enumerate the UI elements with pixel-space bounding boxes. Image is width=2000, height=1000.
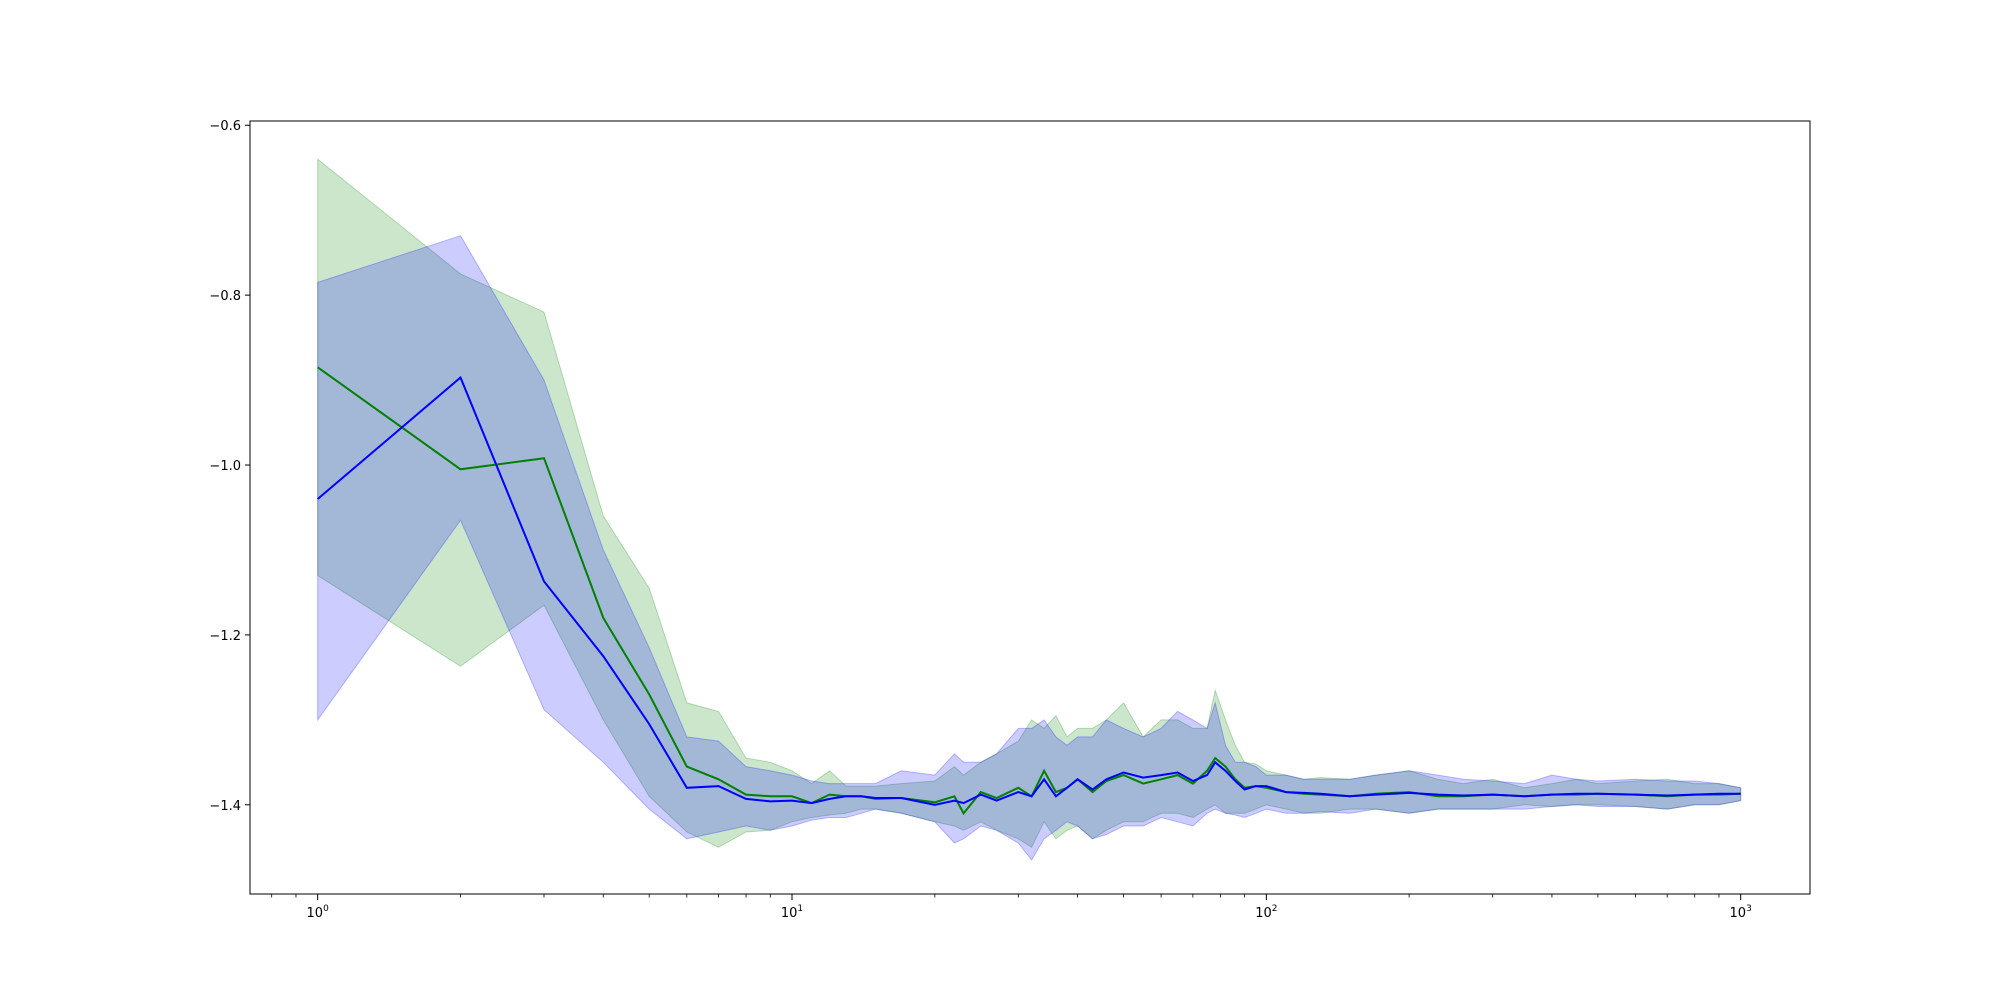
y-tick-label: −0.8 [209, 289, 241, 304]
x-tick-label: 100 [307, 904, 330, 921]
axes-frame [249, 120, 1811, 895]
y-tick-label: −1.4 [209, 799, 241, 814]
band-series-1 [317, 158, 1742, 849]
y-axis: −1.4 −1.2 −1.0 −0.8 −0.6 [209, 119, 250, 814]
series-lines [317, 366, 1741, 816]
x-tick-label: 102 [1255, 904, 1277, 921]
band-series-2 [317, 235, 1742, 861]
y-tick-label: −1.0 [209, 459, 241, 474]
x-tick-label: 101 [781, 904, 803, 921]
line-series-2 [317, 375, 1741, 806]
y-tick-label: −0.6 [209, 119, 241, 134]
y-tick-label: −1.2 [209, 629, 241, 644]
confidence-bands [317, 158, 1742, 861]
x-axis: 100 101 102 103 [271, 894, 1752, 921]
x-tick-label: 103 [1730, 904, 1752, 921]
